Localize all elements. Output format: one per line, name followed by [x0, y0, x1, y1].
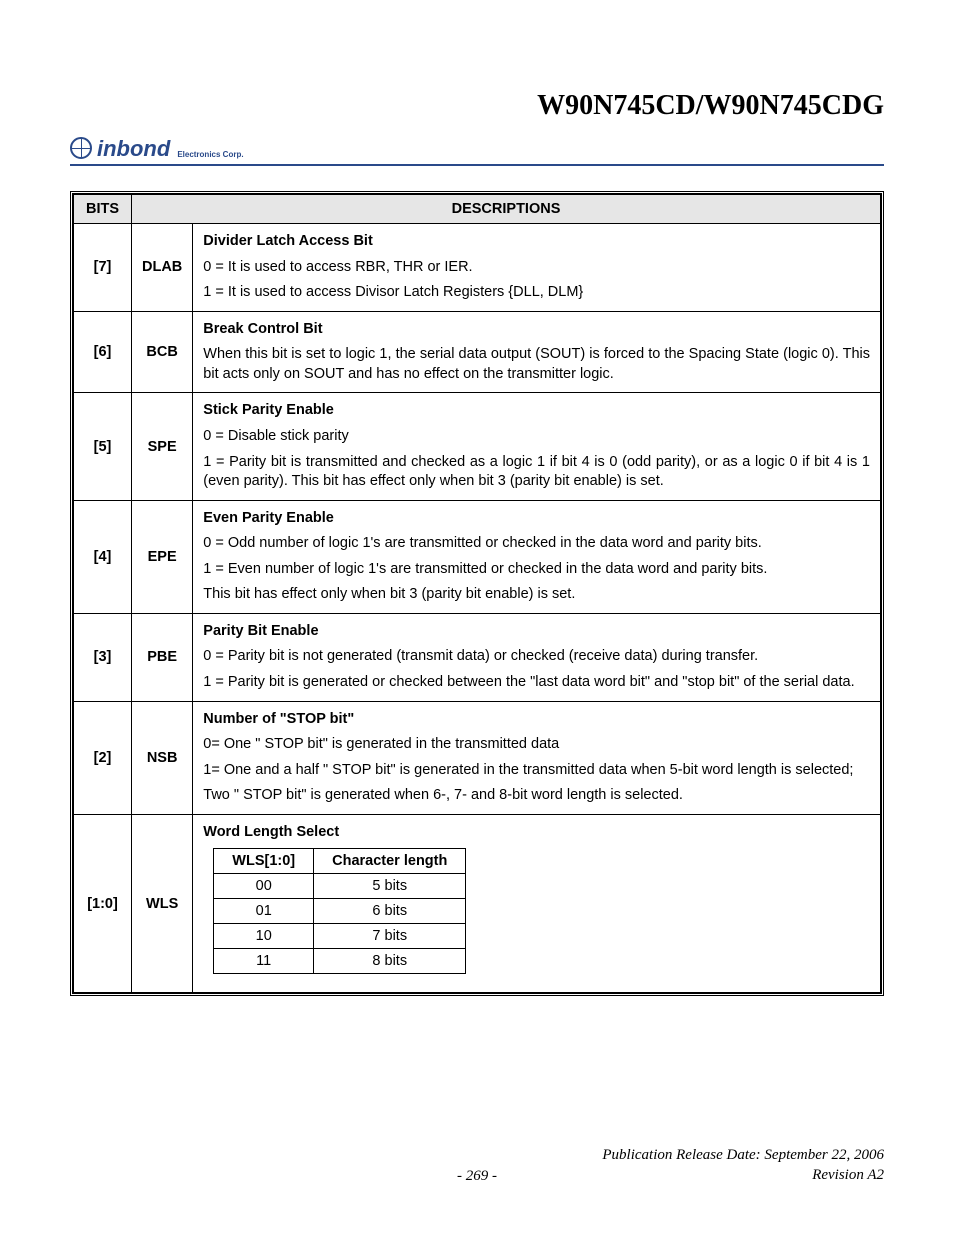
bits-cell: [4] [74, 500, 132, 613]
register-table: BITS DESCRIPTIONS [7]DLABDivider Latch A… [73, 194, 881, 993]
desc-title: Even Parity Enable [203, 509, 870, 529]
globe-icon [70, 137, 92, 159]
register-table-container: BITS DESCRIPTIONS [7]DLABDivider Latch A… [70, 191, 884, 996]
table-row: [4]EPE Even Parity Enable 0 = Odd number o… [74, 500, 881, 613]
desc-line: 1= One and a half " STOP bit" is generat… [203, 761, 870, 781]
logo-text: inbond [97, 136, 170, 161]
inner-cell: 8 bits [314, 949, 466, 974]
name-cell: BCB [132, 311, 193, 393]
desc-line: Two " STOP bit" is generated when 6-, 7-… [203, 786, 870, 806]
logo-bar: inbond Electronics Corp. [70, 137, 884, 166]
name-cell: EPE [132, 500, 193, 613]
desc-line: 0= One " STOP bit" is generated in the t… [203, 735, 870, 755]
desc-line: 1 = Parity bit is generated or checked b… [203, 673, 870, 693]
desc-title: Parity Bit Enable [203, 622, 870, 642]
desc-line: 1 = Even number of logic 1's are transmi… [203, 560, 870, 580]
table-row: [1:0]WLS Word Length Select WLS[1:0]Charac… [74, 814, 881, 993]
table-row: [3]PBE Parity Bit Enable 0 = Parity bit is… [74, 613, 881, 701]
name-cell: NSB [132, 701, 193, 814]
desc-line: 0 = Odd number of logic 1's are transmit… [203, 534, 870, 554]
desc-line: 0 = Disable stick parity [203, 427, 870, 447]
inner-cell: 00 [214, 874, 314, 899]
description-cell: Break Control Bit When this bit is set to… [193, 311, 881, 393]
description-cell: Even Parity Enable 0 = Odd number of logi… [193, 500, 881, 613]
inner-header: Character length [314, 849, 466, 874]
inner-cell: 01 [214, 899, 314, 924]
inner-cell: 6 bits [314, 899, 466, 924]
desc-line: This bit has effect only when bit 3 (par… [203, 585, 870, 605]
table-row: [2]NSB Number of "STOP bit" 0= One " STOP … [74, 701, 881, 814]
name-cell: PBE [132, 613, 193, 701]
desc-title: Number of "STOP bit" [203, 710, 870, 730]
name-cell: DLAB [132, 224, 193, 312]
desc-title: Break Control Bit [203, 320, 870, 340]
table-row: [7]DLAB Divider Latch Access Bit 0 = It is… [74, 224, 881, 312]
inner-cell: 5 bits [314, 874, 466, 899]
document-title: W90N745CD/W90N745CDG [70, 90, 884, 122]
description-cell: Word Length Select WLS[1:0]Character leng… [193, 814, 881, 993]
bits-cell: [3] [74, 613, 132, 701]
logo-subtext: Electronics Corp. [177, 151, 243, 159]
release-date: Publication Release Date: September 22, … [70, 1146, 884, 1166]
bits-cell: [5] [74, 393, 132, 500]
bits-cell: [6] [74, 311, 132, 393]
desc-title: Stick Parity Enable [203, 401, 870, 421]
desc-line: When this bit is set to logic 1, the ser… [203, 345, 870, 384]
table-row: [5]SPE Stick Parity Enable 0 = Disable sti… [74, 393, 881, 500]
inner-cell: 7 bits [314, 924, 466, 949]
desc-title: Word Length Select [203, 823, 870, 843]
name-cell: SPE [132, 393, 193, 500]
name-cell: WLS [132, 814, 193, 993]
desc-line: 1 = It is used to access Divisor Latch R… [203, 283, 870, 303]
inner-header: WLS[1:0] [214, 849, 314, 874]
bits-cell: [1:0] [74, 814, 132, 993]
page-footer: Publication Release Date: September 22, … [70, 1146, 884, 1185]
description-cell: Stick Parity Enable 0 = Disable stick par… [193, 393, 881, 500]
header-descriptions: DESCRIPTIONS [132, 195, 881, 224]
description-cell: Number of "STOP bit" 0= One " STOP bit" i… [193, 701, 881, 814]
table-row: [6]BCB Break Control Bit When this bit is … [74, 311, 881, 393]
wls-inner-table: WLS[1:0]Character length005 bits016 bits… [213, 848, 466, 974]
desc-line: 0 = It is used to access RBR, THR or IER… [203, 258, 870, 278]
bits-cell: [2] [74, 701, 132, 814]
description-cell: Divider Latch Access Bit 0 = It is used t… [193, 224, 881, 312]
page-number: - 269 - [457, 1168, 497, 1185]
header-bits: BITS [74, 195, 132, 224]
description-cell: Parity Bit Enable 0 = Parity bit is not g… [193, 613, 881, 701]
desc-title: Divider Latch Access Bit [203, 232, 870, 252]
bits-cell: [7] [74, 224, 132, 312]
desc-line: 0 = Parity bit is not generated (transmi… [203, 647, 870, 667]
inner-cell: 11 [214, 949, 314, 974]
inner-cell: 10 [214, 924, 314, 949]
desc-line: 1 = Parity bit is transmitted and checke… [203, 453, 870, 492]
